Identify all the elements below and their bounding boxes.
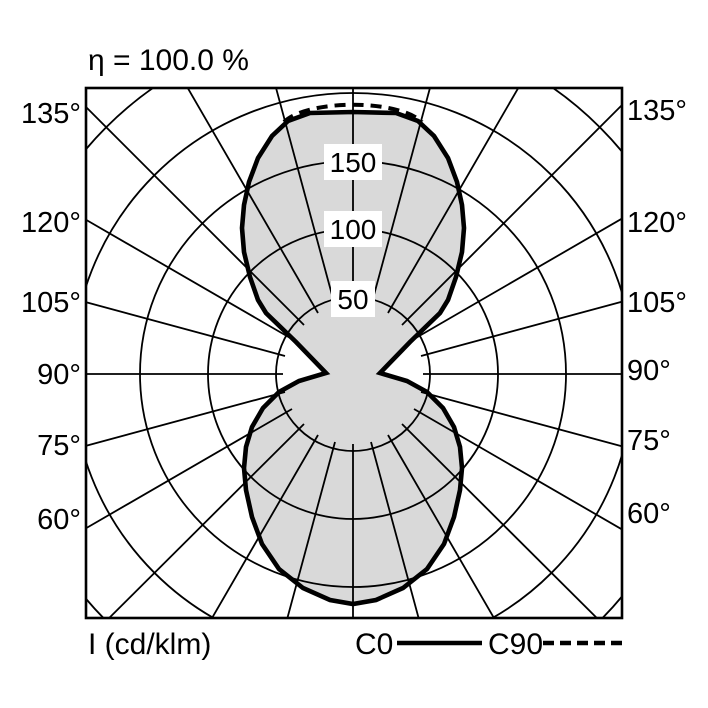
angle-label-right-105: 105° (627, 287, 687, 319)
legend: I (cd/klm) C0 C90 (88, 628, 622, 661)
angle-label-right-60: 60° (627, 498, 671, 530)
angle-label-right-75: 75° (627, 425, 671, 457)
legend-c90-label: C90 (488, 628, 543, 661)
ring-label-50: 50 (337, 284, 368, 315)
legend-c0-label: C0 (355, 628, 393, 661)
ring-label-box-50 (331, 281, 375, 317)
angle-label-left-120: 120° (21, 207, 81, 239)
angle-label-left-105: 105° (21, 287, 81, 319)
efficiency-title: η = 100.0 % (88, 44, 249, 77)
angle-label-left-75: 75° (37, 430, 81, 462)
angle-label-right-90: 90° (627, 355, 671, 387)
ring-labels: 150 100 50 (324, 144, 382, 317)
angle-label-right-120: 120° (627, 207, 687, 239)
angle-labels-right: 135° 120° 105° 90° 75° 60° (627, 95, 687, 530)
angle-label-right-135: 135° (627, 95, 687, 127)
angle-label-left-135: 135° (21, 98, 81, 130)
radial-axis-unit-label: I (cd/klm) (88, 628, 211, 661)
angle-labels-left: 135° 120° 105° 90° 75° 60° (21, 98, 81, 536)
ring-label-100: 100 (330, 214, 377, 245)
angle-label-left-90: 90° (37, 359, 81, 391)
ring-label-box-100 (324, 211, 382, 247)
ring-label-box-150 (324, 144, 382, 180)
angle-label-left-60: 60° (37, 504, 81, 536)
plot-frame (84, 86, 624, 620)
c90-curve (282, 102, 424, 124)
ring-label-150: 150 (330, 147, 377, 178)
